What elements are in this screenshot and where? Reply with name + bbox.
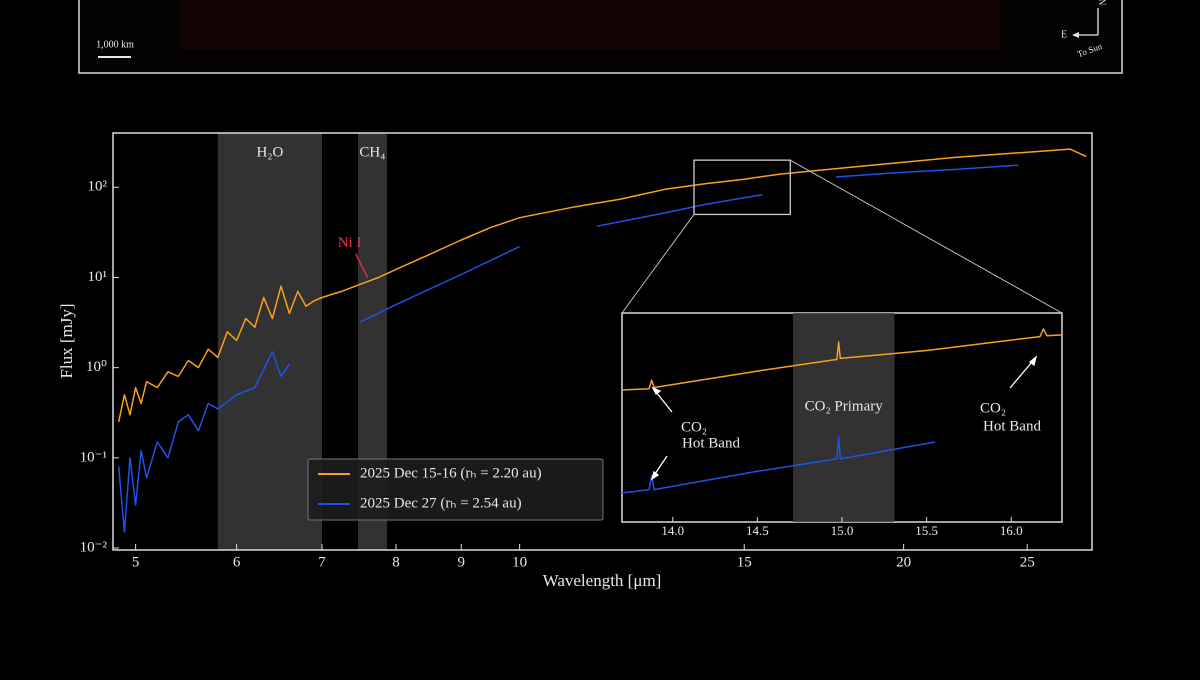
band xyxy=(792,313,895,522)
annotation-line: CO₂ xyxy=(980,400,1006,416)
arrow-head xyxy=(1028,355,1038,367)
annotation-line: CO₂ xyxy=(681,419,707,435)
compass-east-head xyxy=(1072,32,1079,38)
x-tick-label: 20 xyxy=(896,554,911,570)
x-tick-label: 15.5 xyxy=(915,523,938,538)
x-tick-label: 7 xyxy=(318,554,326,570)
x-tick-label: 16.0 xyxy=(1000,523,1023,538)
arrow xyxy=(655,391,673,413)
band xyxy=(217,133,323,550)
arrow xyxy=(1009,361,1033,389)
series-line xyxy=(621,436,936,494)
x-tick-label: 8 xyxy=(392,554,400,570)
x-tick-label: 10 xyxy=(512,554,527,570)
annotation-line: Hot Band xyxy=(682,435,740,451)
annotation-line: Hot Band xyxy=(983,418,1041,434)
legend-box xyxy=(307,458,604,521)
series-line xyxy=(117,164,1019,533)
legend-label: 2025 Dec 27 (rₕ = 2.54 au) xyxy=(360,495,522,511)
image-glow xyxy=(180,0,1000,50)
x-tick-label: 15.0 xyxy=(831,523,854,538)
x-tick-label: 14.5 xyxy=(746,523,769,538)
annotation-arrow xyxy=(354,253,369,278)
x-tick-label: 9 xyxy=(457,554,465,570)
inset-arrows xyxy=(650,355,1038,481)
y-tick-label: 10⁻¹ xyxy=(80,449,107,465)
legend-label: 2025 Dec 15-16 (rₕ = 2.20 au) xyxy=(360,465,542,481)
x-tick-label: 14.0 xyxy=(661,523,684,538)
zoom-connector xyxy=(790,159,1063,314)
series-line xyxy=(621,328,1063,391)
y-tick-label: 10⁻² xyxy=(80,539,108,555)
y-axis-title: Flux [mJy] xyxy=(57,303,76,378)
band-label: H₂O xyxy=(256,144,283,160)
arrow xyxy=(654,455,668,475)
scale-label: 1,000 km xyxy=(96,39,134,50)
annotation: Ni I xyxy=(338,235,362,251)
zoom-box xyxy=(693,159,791,216)
x-axis-title: Wavelength [μm] xyxy=(543,571,662,590)
x-tick-label: 5 xyxy=(132,554,140,570)
compass-north: N xyxy=(1097,0,1107,6)
inset-annotation: CO₂ Hot Band CO₂ Hot Band xyxy=(681,400,1041,451)
band-label: CO₂ Primary xyxy=(805,398,884,414)
arrow-head xyxy=(651,386,662,395)
zoom-connector xyxy=(621,214,695,314)
plot-frame xyxy=(112,132,1093,551)
y-tick-label: 10¹ xyxy=(88,269,108,285)
image-panel: 1,000 km E N To Sun xyxy=(78,0,1123,74)
band-label: CH₄ xyxy=(359,144,385,160)
x-tick-label: 25 xyxy=(1020,554,1035,570)
series-line xyxy=(117,148,1087,423)
x-tick-label: 15 xyxy=(737,554,752,570)
x-tick-label: 6 xyxy=(233,554,241,570)
compass-east: E xyxy=(1061,29,1067,40)
y-tick-label: 10⁰ xyxy=(86,359,107,375)
y-tick-label: 10² xyxy=(88,179,108,195)
arrow-head xyxy=(650,470,660,481)
